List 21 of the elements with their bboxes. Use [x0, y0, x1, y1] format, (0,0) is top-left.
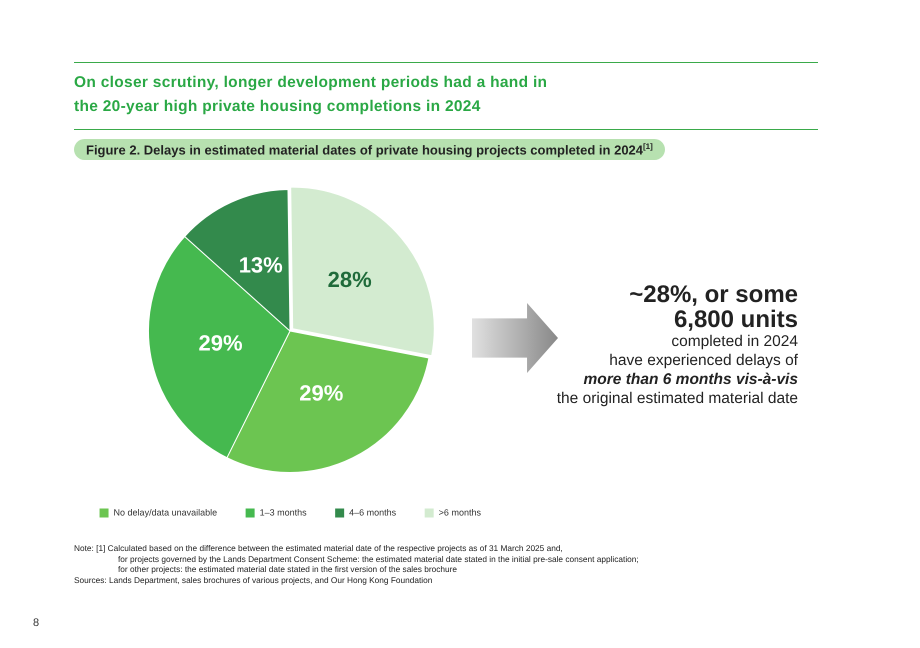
- text: 8: [33, 617, 40, 629]
- chart-title: On closer scrutiny, longer development periods had a hand in the 20-year high private housing completions in 2024: [74, 62, 818, 130]
- text: for other projects: the estimated material date stated in the first version of the sales brochure: [117, 564, 458, 574]
- text: the original estimated material date: [556, 389, 798, 408]
- text: Note: [1] Calculated based on the difference between the estimated material date of the respective projects as of 31 March 2025 and,: [74, 543, 564, 554]
- text: for projects governed by the Lands Department Consent Scheme: the estimated material date stated in the initial pre-sale consent application;: [117, 554, 639, 564]
- legend-label: 1–3 months: [260, 507, 308, 518]
- legend-label: >6 months: [438, 507, 482, 518]
- legend-label: No delay/data unavailable: [114, 507, 218, 518]
- data-label: 29%: [198, 330, 243, 356]
- text: ~28%, or some: [628, 281, 798, 308]
- source-note: Sources: Lands Department, sales brochures of various projects, and Our Hong Kong Foundation: [74, 574, 434, 585]
- text: 6,800 units: [672, 306, 798, 333]
- legend-label: 4–6 months: [349, 507, 397, 518]
- data-label: 13%: [238, 252, 283, 278]
- data-label: 29%: [299, 380, 344, 406]
- text: completed in 2024: [670, 332, 798, 351]
- text: have experienced delays of: [608, 351, 798, 370]
- chart-subtitle: Figure 2. Delays in estimated material dates of private housing projects completed in 2024$^{[1]}$: [74, 139, 665, 160]
- text: more than 6 months vis-à-vis: [582, 370, 798, 389]
- data-label: 28%: [328, 267, 372, 292]
